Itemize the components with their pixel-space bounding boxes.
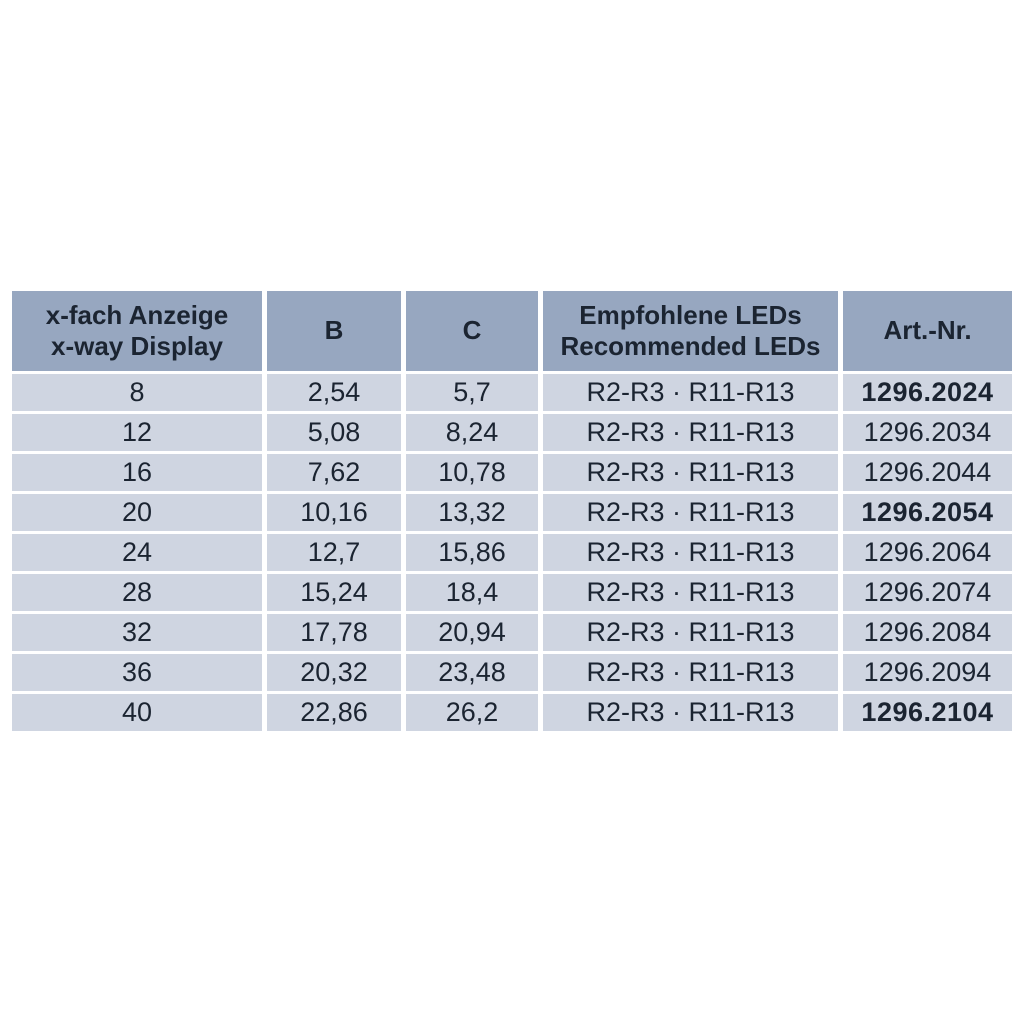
cell-dimension-c: 10,78 (406, 454, 538, 491)
cell-display-count: 16 (12, 454, 262, 491)
cell-dimension-c: 18,4 (406, 574, 538, 611)
cell-recommended-leds: R2-R3 · R11-R13 (543, 414, 838, 451)
header-c-label: C (462, 315, 482, 346)
cell-display-count: 40 (12, 694, 262, 731)
cell-art-nr: 1296.2094 (843, 654, 1012, 691)
cell-art-nr: 1296.2104 (843, 694, 1012, 731)
table-row: 8 2,54 5,7 R2-R3 · R11-R13 1296.2024 (12, 374, 1012, 411)
cell-recommended-leds: R2-R3 · R11-R13 (543, 374, 838, 411)
cell-dimension-b: 12,7 (267, 534, 401, 571)
cell-art-nr: 1296.2024 (843, 374, 1012, 411)
header-artnr-column: Art.-Nr. (843, 291, 1012, 371)
cell-art-nr: 1296.2044 (843, 454, 1012, 491)
cell-art-nr: 1296.2054 (843, 494, 1012, 531)
cell-recommended-leds: R2-R3 · R11-R13 (543, 454, 838, 491)
cell-display-count: 20 (12, 494, 262, 531)
header-display-line-en: x-way Display (51, 331, 223, 361)
table-header-row: x-fach Anzeige x-way Display B C Empfohl… (12, 291, 1012, 371)
cell-display-count: 28 (12, 574, 262, 611)
header-leds-column: Empfohlene LEDs Recommended LEDs (543, 291, 838, 371)
cell-display-count: 8 (12, 374, 262, 411)
table-row: 20 10,16 13,32 R2-R3 · R11-R13 1296.2054 (12, 494, 1012, 531)
cell-dimension-b: 17,78 (267, 614, 401, 651)
cell-dimension-c: 8,24 (406, 414, 538, 451)
led-spec-table: x-fach Anzeige x-way Display B C Empfohl… (12, 291, 1012, 731)
cell-display-count: 36 (12, 654, 262, 691)
header-display-line-de: x-fach Anzeige (45, 299, 229, 330)
cell-art-nr: 1296.2074 (843, 574, 1012, 611)
cell-dimension-c: 13,32 (406, 494, 538, 531)
table-row: 12 5,08 8,24 R2-R3 · R11-R13 1296.2034 (12, 414, 1012, 451)
cell-art-nr: 1296.2064 (843, 534, 1012, 571)
cell-dimension-b: 22,86 (267, 694, 401, 731)
header-leds-line-en: Recommended LEDs (560, 331, 821, 361)
header-c-column: C (406, 291, 538, 371)
cell-display-count: 32 (12, 614, 262, 651)
cell-dimension-b: 10,16 (267, 494, 401, 531)
table-row: 24 12,7 15,86 R2-R3 · R11-R13 1296.2064 (12, 534, 1012, 571)
cell-recommended-leds: R2-R3 · R11-R13 (543, 614, 838, 651)
cell-display-count: 24 (12, 534, 262, 571)
cell-recommended-leds: R2-R3 · R11-R13 (543, 574, 838, 611)
cell-dimension-c: 23,48 (406, 654, 538, 691)
header-b-column: B (267, 291, 401, 371)
cell-recommended-leds: R2-R3 · R11-R13 (543, 494, 838, 531)
cell-dimension-c: 26,2 (406, 694, 538, 731)
cell-art-nr: 1296.2084 (843, 614, 1012, 651)
cell-dimension-b: 5,08 (267, 414, 401, 451)
cell-dimension-b: 20,32 (267, 654, 401, 691)
cell-art-nr: 1296.2034 (843, 414, 1012, 451)
header-artnr-label: Art.-Nr. (883, 315, 972, 346)
cell-dimension-b: 15,24 (267, 574, 401, 611)
table-row: 32 17,78 20,94 R2-R3 · R11-R13 1296.2084 (12, 614, 1012, 651)
cell-recommended-leds: R2-R3 · R11-R13 (543, 534, 838, 571)
table-row: 36 20,32 23,48 R2-R3 · R11-R13 1296.2094 (12, 654, 1012, 691)
cell-dimension-c: 15,86 (406, 534, 538, 571)
table-row: 40 22,86 26,2 R2-R3 · R11-R13 1296.2104 (12, 694, 1012, 731)
cell-display-count: 12 (12, 414, 262, 451)
cell-recommended-leds: R2-R3 · R11-R13 (543, 654, 838, 691)
table-row: 16 7,62 10,78 R2-R3 · R11-R13 1296.2044 (12, 454, 1012, 491)
header-b-label: B (324, 315, 344, 346)
table-row: 28 15,24 18,4 R2-R3 · R11-R13 1296.2074 (12, 574, 1012, 611)
cell-dimension-c: 20,94 (406, 614, 538, 651)
header-display-column: x-fach Anzeige x-way Display (12, 291, 262, 371)
cell-recommended-leds: R2-R3 · R11-R13 (543, 694, 838, 731)
cell-dimension-c: 5,7 (406, 374, 538, 411)
cell-dimension-b: 7,62 (267, 454, 401, 491)
header-leds-line-de: Empfohlene LEDs (579, 299, 802, 330)
cell-dimension-b: 2,54 (267, 374, 401, 411)
